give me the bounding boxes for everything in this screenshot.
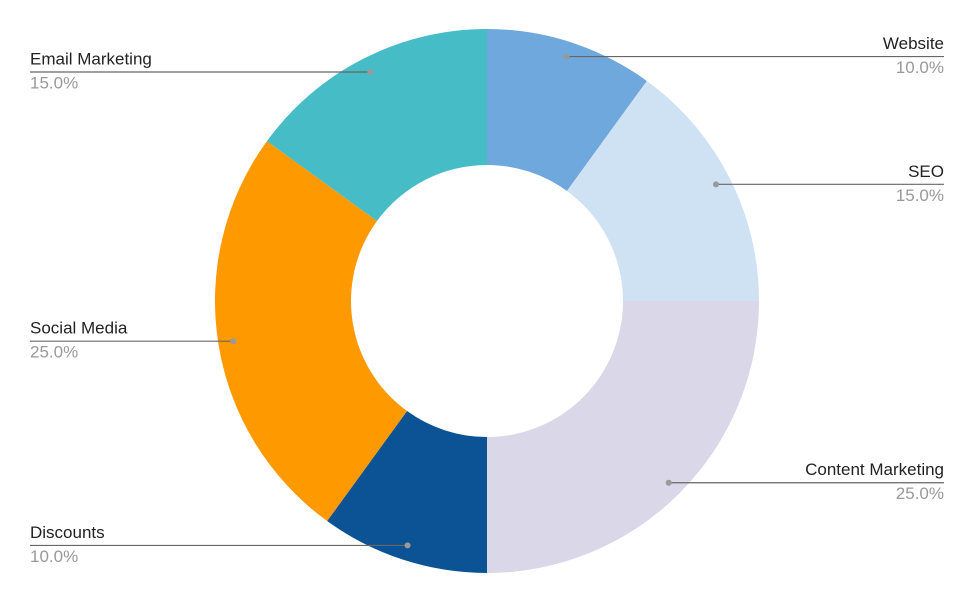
slice	[215, 141, 408, 522]
slice-value-label: 10.0%	[896, 58, 944, 77]
leader-dot	[404, 542, 411, 549]
slice-label: Social Media	[30, 319, 128, 338]
slice-value-label: 25.0%	[896, 484, 944, 503]
leader-dot	[367, 69, 374, 76]
slice-label: Content Marketing	[805, 460, 944, 479]
slice-value-label: 15.0%	[896, 186, 944, 205]
leader-dot	[665, 479, 672, 486]
slice-label: Discounts	[30, 523, 105, 542]
slice	[566, 80, 759, 301]
slice-label: Email Marketing	[30, 49, 152, 68]
slice-label: Website	[883, 34, 944, 53]
slice-value-label: 25.0%	[30, 343, 78, 362]
slice	[487, 301, 759, 573]
slice	[266, 29, 487, 222]
slice	[487, 29, 647, 191]
slice-value-label: 10.0%	[30, 547, 78, 566]
leader-dot	[563, 53, 570, 60]
slice-value-label: 15.0%	[30, 73, 78, 92]
leader-dot	[230, 338, 237, 345]
slice	[327, 411, 487, 573]
slice-label: SEO	[908, 162, 944, 181]
leader-dot	[712, 181, 719, 188]
